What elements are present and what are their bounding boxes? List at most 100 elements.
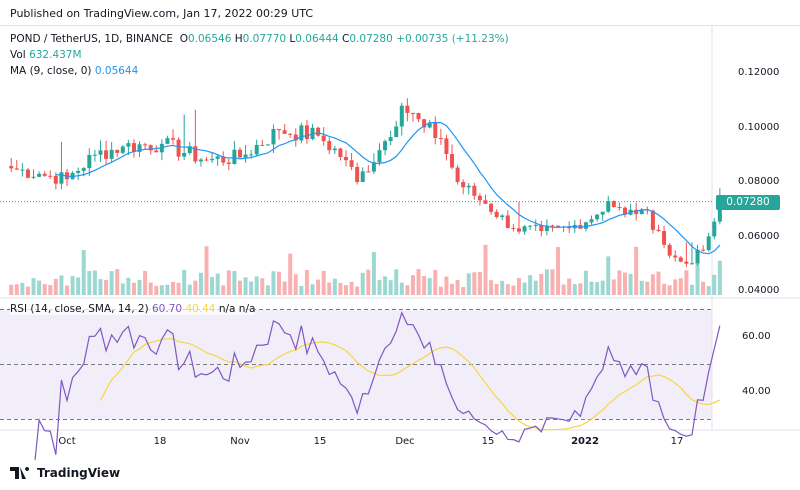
rsi-legend: RSI (14, close, SMA, 14, 2) 60.70 40.44 … <box>10 303 256 315</box>
volume-bar <box>706 286 711 295</box>
rsi-tick: 60.00 <box>742 331 771 342</box>
volume-bar <box>14 284 19 295</box>
candle <box>706 236 711 251</box>
candle <box>120 146 125 153</box>
candle <box>516 228 521 232</box>
candle <box>634 209 639 215</box>
tradingview-logo[interactable]: TradingView <box>10 466 120 480</box>
volume-bar <box>455 280 460 295</box>
candle <box>349 160 354 167</box>
candle <box>98 150 103 155</box>
candle <box>53 175 58 184</box>
ma-value: 0.05644 <box>94 65 139 77</box>
volume-bar <box>544 269 549 295</box>
volume-bar <box>600 280 605 295</box>
candle <box>288 133 293 135</box>
volume-bar <box>550 269 555 295</box>
volume-bar <box>578 283 583 295</box>
volume-bar <box>321 270 326 295</box>
volume-bar <box>388 280 393 295</box>
volume-bar <box>444 276 449 295</box>
volume-bar <box>327 282 332 295</box>
volume-bar <box>137 279 142 295</box>
volume-bar <box>87 271 92 295</box>
candle <box>461 182 466 188</box>
high-value: 0.07770 <box>242 33 287 45</box>
time-tick: 18 <box>153 436 167 447</box>
tradingview-logo-icon <box>10 467 30 479</box>
symbol-legend: POND / TetherUS, 1D, BINANCE O0.06546 H0… <box>10 33 509 45</box>
candle <box>684 261 689 264</box>
candle <box>656 229 661 232</box>
candle <box>717 201 722 222</box>
vol-value: 632.437M <box>29 49 82 61</box>
volume-bar <box>232 271 237 295</box>
volume-bar <box>589 281 594 295</box>
candle <box>673 255 678 258</box>
candle <box>104 150 109 159</box>
volume-bar <box>154 285 159 295</box>
candle <box>662 231 667 245</box>
volume-bar <box>427 278 432 295</box>
candle <box>522 226 527 232</box>
volume-bar <box>383 276 388 295</box>
volume-bar <box>399 282 404 295</box>
candle <box>455 167 460 182</box>
candle <box>410 112 415 114</box>
volume-bar <box>148 282 153 295</box>
volume-bar <box>115 269 120 295</box>
ma-legend: MA (9, close, 0) 0.05644 <box>10 65 138 77</box>
candle <box>388 137 393 142</box>
volume-bar <box>193 280 198 295</box>
candle <box>600 211 605 215</box>
candle <box>533 224 538 226</box>
candle <box>371 162 376 172</box>
volume-bar <box>221 285 226 295</box>
candle <box>500 215 505 218</box>
volume-bar <box>143 270 148 295</box>
volume-bar <box>539 274 544 295</box>
candle <box>249 154 254 156</box>
volume-bar <box>667 285 672 295</box>
volume-bar <box>344 285 348 295</box>
volume-bar <box>689 284 694 295</box>
time-tick: Oct <box>58 436 76 447</box>
volume-bar <box>332 278 337 295</box>
volume-bar <box>226 270 231 295</box>
chart-frame[interactable] <box>0 25 800 456</box>
volume-bar <box>606 256 611 295</box>
volume-bar <box>126 277 131 295</box>
candle <box>377 150 382 163</box>
volume-bar <box>288 253 293 295</box>
candle <box>678 257 683 262</box>
volume-bar <box>316 279 321 295</box>
volume-bar <box>165 284 170 295</box>
candle <box>394 126 399 138</box>
volume-bar <box>120 283 125 295</box>
price-tick: 0.10000 <box>738 122 780 133</box>
volume-bar <box>433 269 438 295</box>
na-1: n/a <box>218 303 236 315</box>
candle <box>427 122 432 128</box>
candle <box>556 225 561 227</box>
chart-canvas[interactable] <box>0 0 800 460</box>
volume-bar <box>249 281 254 295</box>
volume-bar <box>645 281 650 295</box>
volume-bar <box>684 270 689 295</box>
volume-bar <box>210 276 215 295</box>
change-value: +0.00735 (+11.23%) <box>396 33 509 45</box>
candle <box>20 169 25 171</box>
volume-bar <box>9 284 14 295</box>
volume-bar <box>656 271 661 295</box>
h-label: H <box>234 33 243 45</box>
candle <box>438 138 443 140</box>
volume-bar <box>109 271 114 295</box>
volume-bar <box>131 282 136 295</box>
candle <box>327 141 332 151</box>
volume-bar <box>25 286 30 295</box>
volume-bar <box>260 278 265 295</box>
candle <box>204 159 209 161</box>
price-tick: 0.04000 <box>738 285 780 296</box>
published-note: Published on TradingView.com, Jan 17, 20… <box>10 7 314 20</box>
candle <box>299 125 304 141</box>
